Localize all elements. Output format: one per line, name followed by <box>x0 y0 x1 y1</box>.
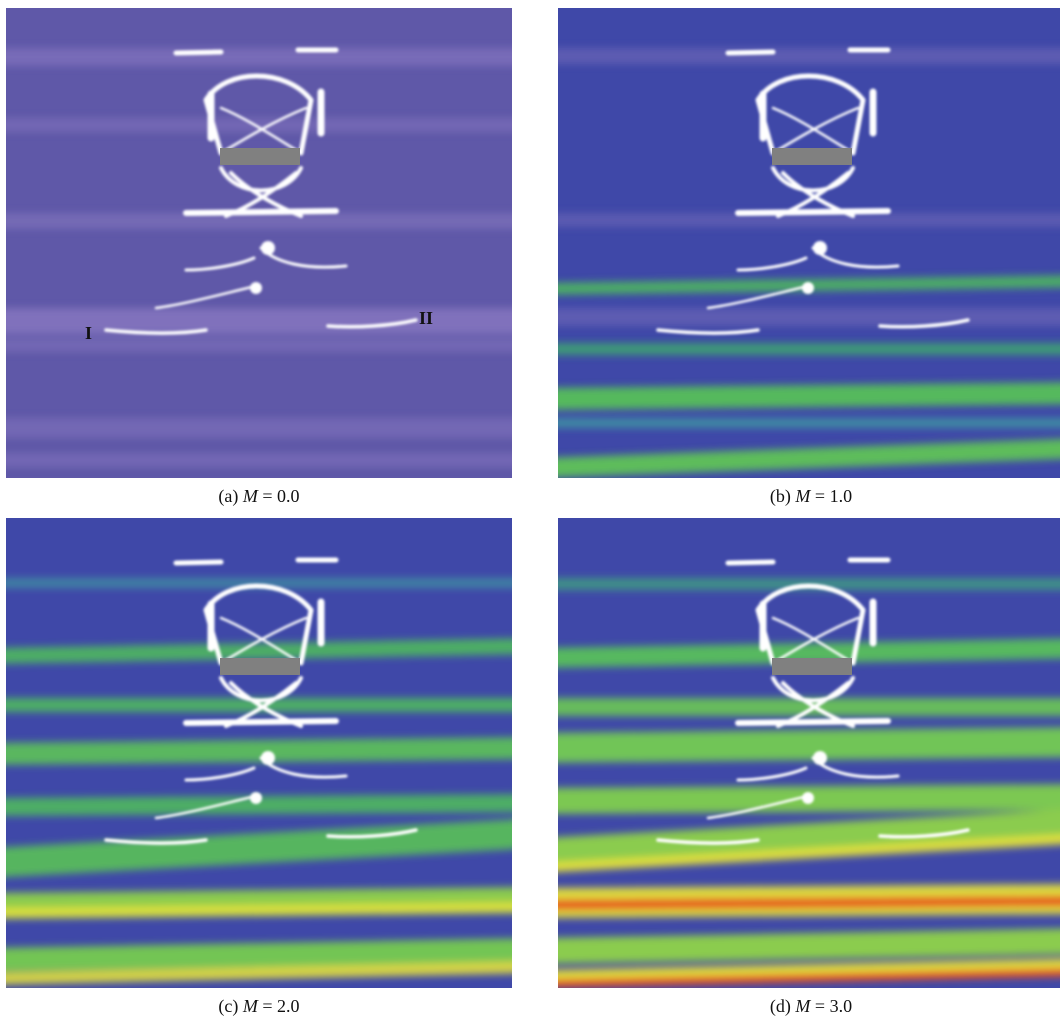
crack-lower-horizontal <box>183 208 339 216</box>
crack-node <box>261 241 275 255</box>
caption-b-variable: M <box>795 486 811 506</box>
crack-label-first: I <box>85 323 93 343</box>
stress-band <box>558 382 1060 410</box>
stress-band <box>6 902 512 918</box>
crack-network <box>656 47 970 335</box>
crack-vertical-blobs <box>759 88 877 142</box>
stress-band <box>558 896 1060 910</box>
stress-band <box>6 578 512 588</box>
stress-band <box>558 418 1060 428</box>
caption-c-value: = 2.0 <box>262 996 300 1016</box>
caption-d-prefix: (d) <box>769 996 791 1016</box>
stress-band <box>558 727 1060 763</box>
stress-band <box>558 638 1060 668</box>
stress-band <box>6 308 512 334</box>
caption-d-value: = 3.0 <box>814 996 853 1016</box>
crack-node <box>250 792 262 804</box>
crack-top-left <box>725 49 776 56</box>
caption-c-variable: M <box>242 996 258 1016</box>
stress-band <box>558 439 1060 478</box>
crack-network <box>104 47 418 335</box>
rigid-bar <box>220 148 300 165</box>
stress-bands <box>6 48 512 467</box>
crack-II <box>326 318 418 329</box>
stress-band <box>558 48 1060 64</box>
crack-label-second: II <box>419 308 434 328</box>
crack-I <box>104 328 208 335</box>
stress-band <box>558 834 1060 872</box>
caption-b: (b) M = 1.0 <box>558 486 1060 507</box>
crack-node <box>802 282 814 294</box>
contour-panel-a <box>6 8 512 478</box>
stress-band <box>558 213 1060 227</box>
stress-bands <box>558 578 1060 988</box>
crack-top-left <box>725 559 776 566</box>
crack-I <box>656 328 760 335</box>
caption-c: (c) M = 2.0 <box>6 996 512 1017</box>
caption-d-variable: M <box>795 996 811 1016</box>
contour-background <box>6 8 512 478</box>
stress-band <box>6 118 512 132</box>
contour-svg-a <box>6 8 512 478</box>
crack-lower-arc <box>706 284 810 310</box>
crack-II <box>326 828 418 839</box>
stress-band <box>6 794 512 816</box>
contour-svg-b <box>558 8 1060 478</box>
crack-node <box>250 282 262 294</box>
crack-vertical-blobs <box>207 598 325 652</box>
stress-band <box>558 308 1060 326</box>
contour-svg-d <box>558 518 1060 988</box>
contour-panel-c <box>6 518 512 988</box>
stress-band <box>6 638 512 664</box>
stress-band <box>6 938 512 972</box>
caption-a-prefix: (a) <box>218 486 239 506</box>
stress-band <box>558 968 1060 988</box>
caption-b-prefix: (b) <box>769 486 791 506</box>
crack-lower-horizontal <box>735 208 891 216</box>
contour-panel-d <box>558 518 1060 988</box>
stress-band <box>558 928 1060 964</box>
crack-node <box>261 751 275 765</box>
crack-II <box>878 318 970 329</box>
stress-band <box>6 961 512 985</box>
caption-d: (d) M = 3.0 <box>558 996 1060 1017</box>
crack-lower-arc <box>154 284 258 310</box>
stress-band <box>6 48 512 66</box>
caption-b-value: = 1.0 <box>814 486 853 506</box>
crack-II <box>878 828 970 839</box>
caption-c-prefix: (c) <box>218 996 239 1016</box>
caption-a-variable: M <box>242 486 258 506</box>
crack-node <box>802 792 814 804</box>
stress-band <box>558 698 1060 716</box>
crack-lower-arc <box>706 794 810 820</box>
caption-a-value: = 0.0 <box>262 486 300 506</box>
crack-vertical-blobs <box>207 88 325 142</box>
stress-band <box>6 737 512 765</box>
rigid-bar <box>772 658 852 675</box>
crack-lower-horizontal <box>735 718 891 726</box>
crack-I <box>656 838 760 845</box>
crack-top-left <box>173 559 224 566</box>
rigid-bar <box>772 148 852 165</box>
caption-a: (a) M = 0.0 <box>6 486 512 507</box>
crack-lower-arc <box>154 794 258 820</box>
contour-panel-b <box>558 8 1060 478</box>
stress-band <box>6 453 512 467</box>
stress-band <box>558 343 1060 355</box>
crack-node <box>813 751 827 765</box>
crack-node <box>813 241 827 255</box>
rigid-bar <box>220 658 300 675</box>
crack-top-left <box>173 49 224 56</box>
contour-svg-c <box>6 518 512 988</box>
stress-band <box>6 418 512 438</box>
stress-bands <box>558 48 1060 478</box>
stress-band <box>6 338 512 352</box>
crack-network <box>104 557 418 845</box>
crack-vertical-blobs <box>759 598 877 652</box>
crack-I <box>104 838 208 845</box>
crack-lower-horizontal <box>183 718 339 726</box>
stress-band <box>6 213 512 229</box>
